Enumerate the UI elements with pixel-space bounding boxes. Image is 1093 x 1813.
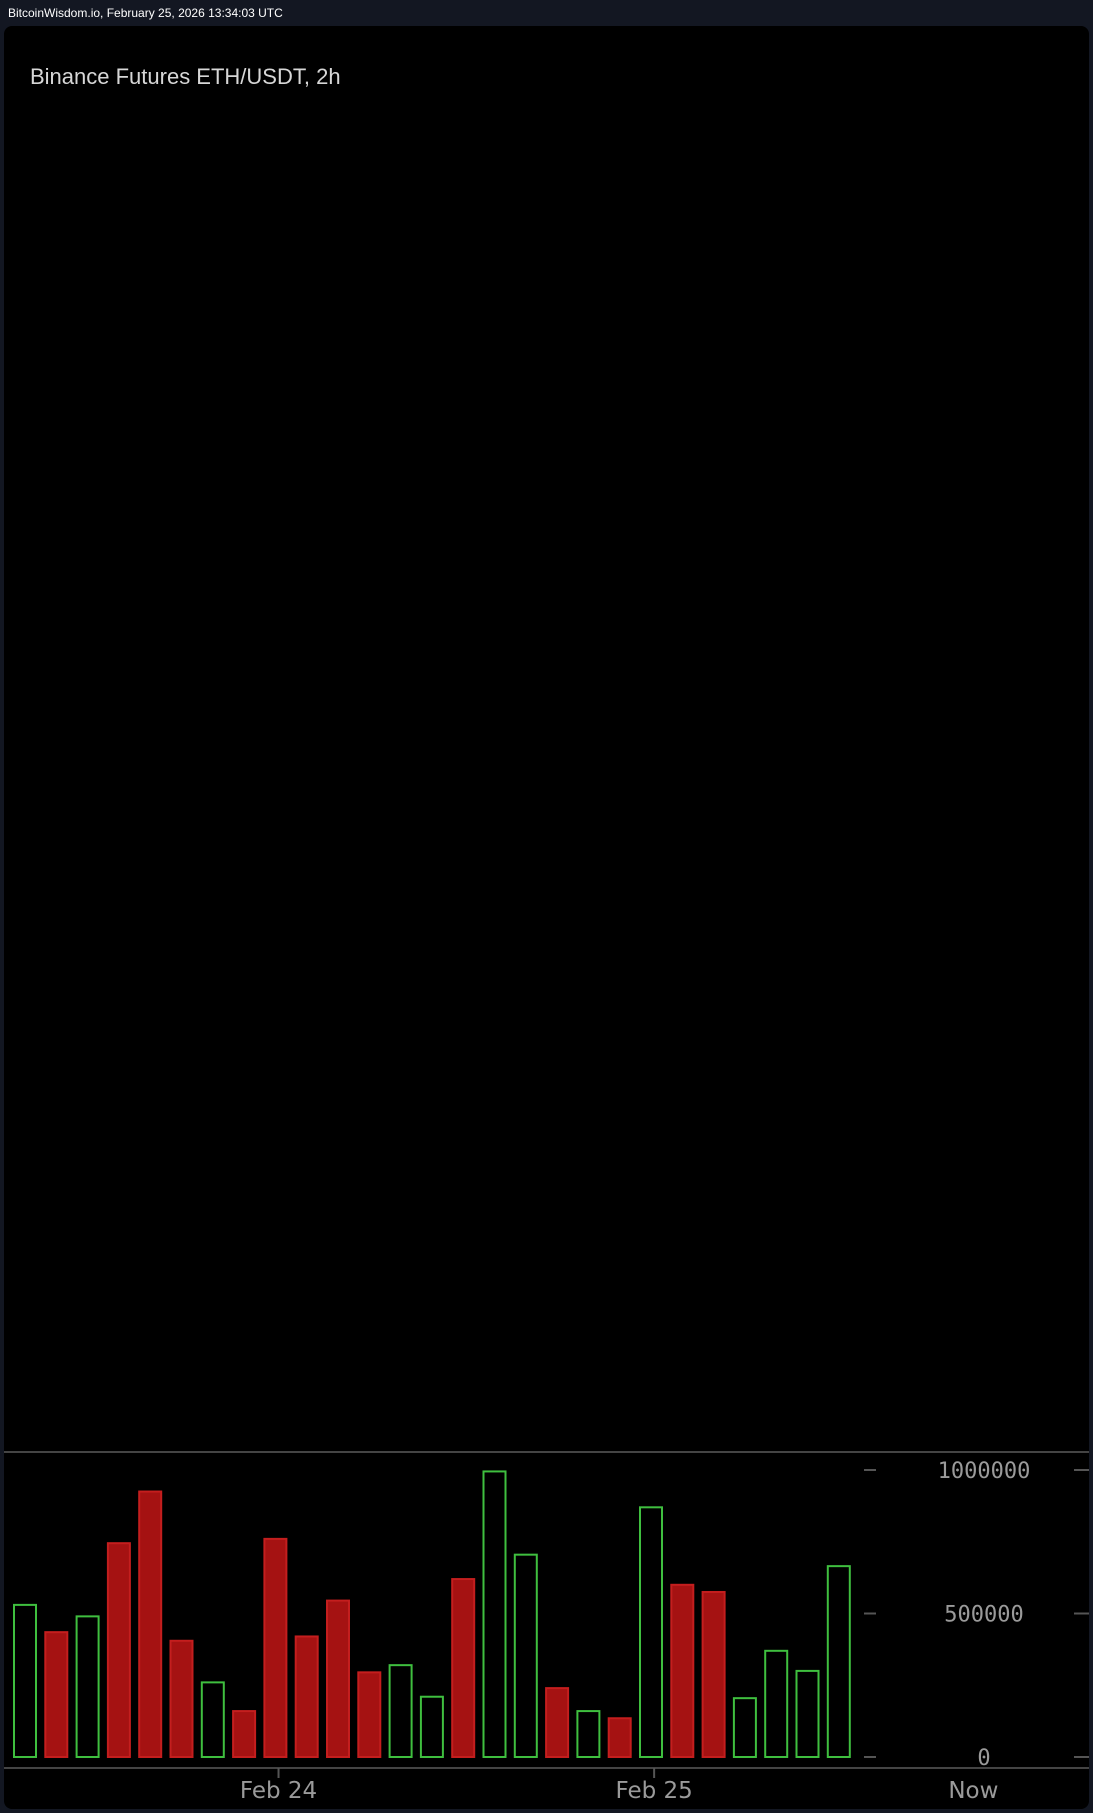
time-tick-label: Feb 24 bbox=[240, 1778, 317, 1804]
volume-bars bbox=[13, 1470, 851, 1759]
volume-bar bbox=[732, 1697, 757, 1759]
volume-bar bbox=[357, 1671, 382, 1758]
axis-layer: 1980196019401920190018801860184018201800… bbox=[4, 1451, 1089, 1804]
volume-bar bbox=[670, 1583, 695, 1759]
volume-bar bbox=[138, 1490, 163, 1759]
volume-bar bbox=[482, 1470, 507, 1759]
volume-bar bbox=[75, 1615, 100, 1758]
volume-bar bbox=[451, 1578, 476, 1759]
volume-bar bbox=[44, 1631, 69, 1759]
volume-bar bbox=[106, 1542, 131, 1759]
volume-bar bbox=[232, 1710, 257, 1758]
volume-bar bbox=[513, 1553, 538, 1759]
volume-bar bbox=[639, 1506, 663, 1759]
volume-bar bbox=[545, 1687, 570, 1758]
volume-bar bbox=[764, 1649, 789, 1759]
volume-bar bbox=[388, 1664, 413, 1759]
chart-title: Binance Futures ETH/USDT, 2h bbox=[30, 64, 341, 89]
candlestick-chart[interactable]: 1980196019401920190018801860184018201800… bbox=[4, 26, 1089, 1809]
volume-bar bbox=[263, 1537, 288, 1758]
volume-bar bbox=[576, 1710, 601, 1758]
volume-bar bbox=[326, 1599, 350, 1758]
volume-bar bbox=[13, 1603, 37, 1759]
time-tick-label: Feb 25 bbox=[615, 1778, 692, 1804]
volume-bar bbox=[200, 1681, 225, 1759]
volume-bar bbox=[701, 1590, 726, 1758]
volume-bar bbox=[795, 1669, 820, 1759]
volume-tick-label: 500000 bbox=[944, 1603, 1023, 1628]
volume-bar bbox=[169, 1639, 194, 1759]
volume-tick-label: 0 bbox=[977, 1746, 990, 1771]
chart-panel[interactable]: 1980196019401920190018801860184018201800… bbox=[4, 26, 1089, 1809]
time-tick-label: Now bbox=[948, 1778, 998, 1804]
volume-bar bbox=[419, 1695, 444, 1758]
volume-bar bbox=[607, 1717, 632, 1759]
volume-tick-label: 1000000 bbox=[938, 1459, 1031, 1484]
header-status-text: BitcoinWisdom.io, February 25, 2026 13:3… bbox=[0, 0, 1093, 26]
volume-bar bbox=[826, 1565, 851, 1759]
volume-bar bbox=[294, 1635, 319, 1758]
